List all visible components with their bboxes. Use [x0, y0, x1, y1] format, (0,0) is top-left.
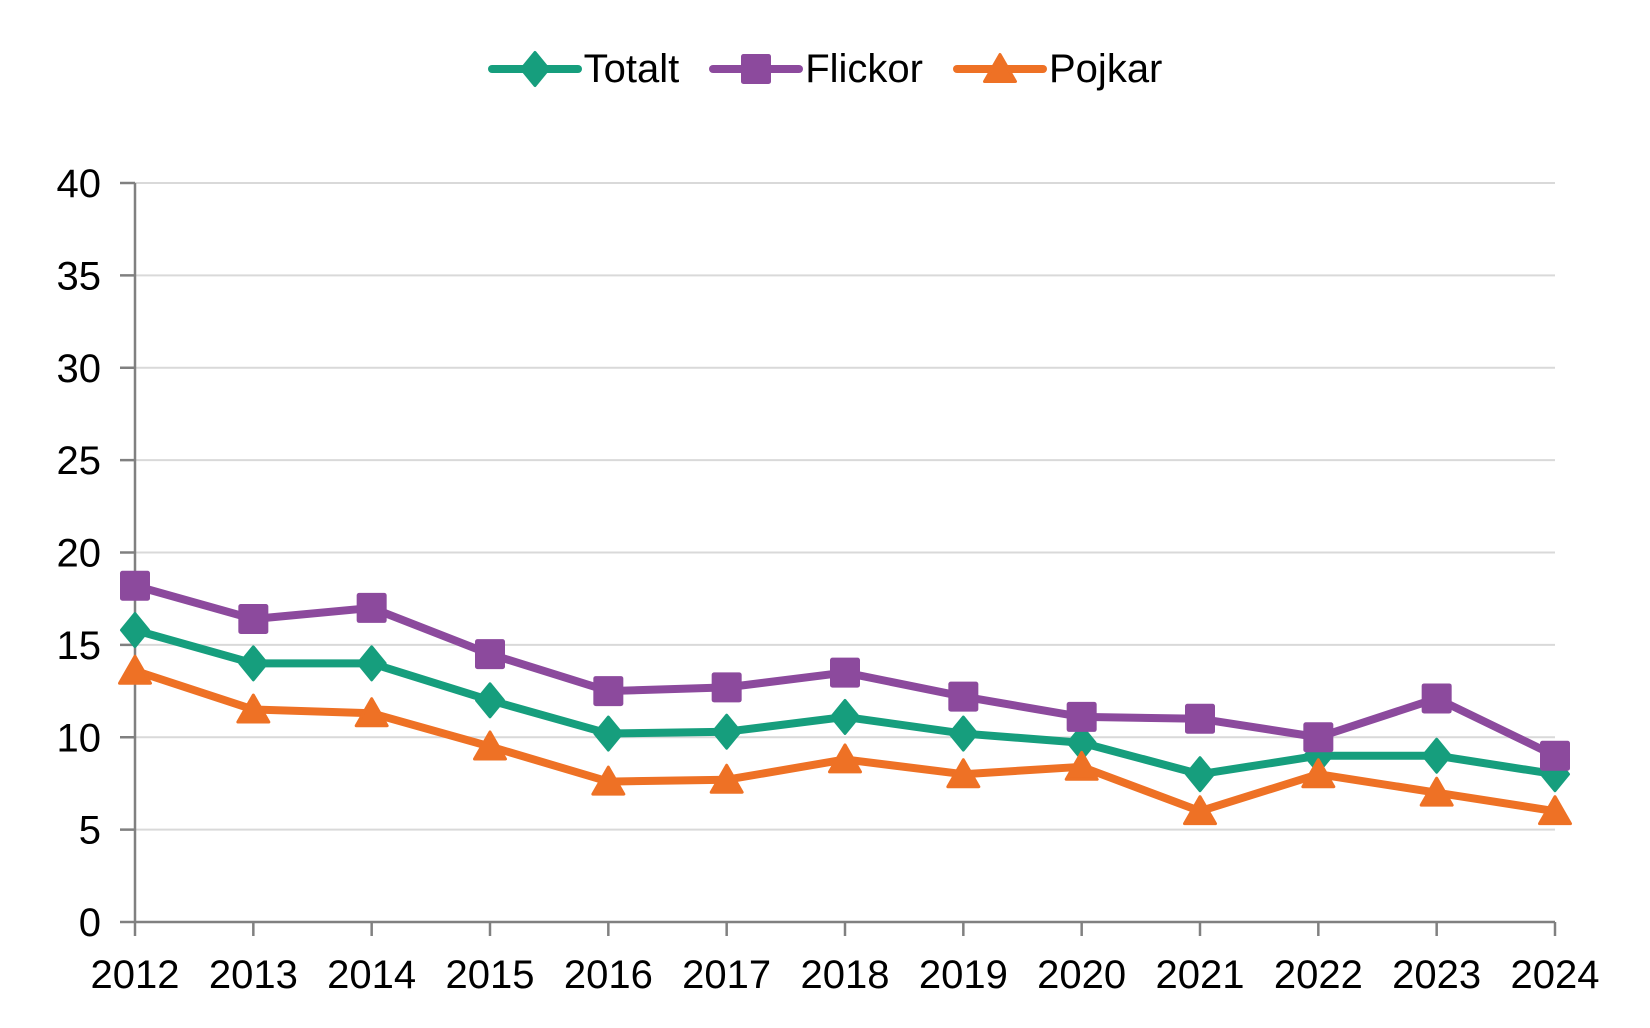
- legend-marker-totalt: [519, 51, 550, 87]
- x-axis-label-2017: 2017: [682, 953, 771, 997]
- marker-pojkar-2020: [1064, 750, 1099, 781]
- x-axis-label-2015: 2015: [446, 953, 535, 997]
- y-axis-label-20: 20: [57, 532, 102, 576]
- legend-label-pojkar: Pojkar: [1049, 47, 1163, 91]
- x-axis-label-2012: 2012: [91, 953, 180, 997]
- legend-swatch-triangle-icon: [953, 53, 1047, 83]
- legend-item-totalt: Totalt: [487, 46, 680, 92]
- x-axis-label-2020: 2020: [1037, 953, 1126, 997]
- marker-flickor-2014: [356, 592, 387, 623]
- marker-pojkar-2014: [354, 697, 389, 728]
- marker-pojkar-2021: [1183, 795, 1217, 826]
- marker-flickor-2013: [238, 604, 269, 635]
- marker-totalt-2018: [830, 698, 860, 735]
- x-axis-label-2023: 2023: [1392, 953, 1481, 997]
- marker-flickor-2021: [1185, 703, 1215, 734]
- x-axis-label-2024: 2024: [1511, 953, 1600, 997]
- marker-flickor-2012: [120, 570, 150, 601]
- x-axis-label-2016: 2016: [564, 953, 653, 997]
- marker-totalt-2014: [356, 645, 387, 682]
- marker-pojkar-2024: [1538, 795, 1572, 826]
- marker-flickor-2016: [593, 676, 624, 707]
- marker-flickor-2023: [1421, 683, 1452, 714]
- marker-flickor-2022: [1303, 722, 1334, 753]
- legend-item-pojkar: Pojkar: [953, 46, 1162, 92]
- y-axis-label-30: 30: [57, 347, 102, 391]
- marker-flickor-2019: [948, 681, 979, 712]
- y-axis-label-5: 5: [79, 809, 101, 853]
- marker-pojkar-2013: [236, 693, 271, 724]
- x-axis-label-2021: 2021: [1156, 953, 1245, 997]
- marker-pojkar-2023: [1419, 776, 1454, 807]
- legend-swatch-square-icon: [709, 54, 804, 84]
- x-axis-label-2022: 2022: [1274, 953, 1363, 997]
- legend-swatch-diamond-icon: [487, 51, 582, 87]
- marker-pojkar-2016: [591, 765, 626, 796]
- y-axis-label-40: 40: [57, 162, 102, 206]
- marker-totalt-2015: [475, 682, 505, 719]
- marker-totalt-2017: [711, 713, 742, 750]
- series-flickor: [120, 570, 1570, 771]
- marker-pojkar-2018: [828, 743, 862, 774]
- marker-pojkar-2017: [709, 763, 744, 794]
- marker-totalt-2012: [120, 612, 150, 649]
- x-axis-label-2019: 2019: [919, 953, 1008, 997]
- y-axis-label-0: 0: [79, 901, 101, 945]
- legend-label-totalt: Totalt: [583, 47, 680, 91]
- legend-marker-pojkar: [983, 53, 1017, 83]
- marker-totalt-2013: [238, 645, 269, 682]
- marker-totalt-2021: [1185, 756, 1215, 793]
- y-axis-label-10: 10: [57, 716, 102, 760]
- legend-marker-flickor: [741, 54, 772, 84]
- marker-flickor-2020: [1066, 701, 1097, 732]
- marker-pojkar-2019: [946, 758, 981, 789]
- marker-flickor-2017: [711, 672, 742, 703]
- marker-flickor-2018: [830, 657, 860, 688]
- y-axis-label-15: 15: [57, 624, 102, 668]
- marker-totalt-2019: [948, 715, 979, 752]
- marker-totalt-2016: [593, 715, 624, 752]
- marker-flickor-2024: [1540, 740, 1570, 771]
- chart-legend: Totalt Flickor Pojkar: [0, 46, 1650, 92]
- x-axis-label-2013: 2013: [209, 953, 298, 997]
- legend-label-flickor: Flickor: [805, 47, 923, 91]
- marker-flickor-2015: [475, 639, 505, 670]
- marker-pojkar-2012: [118, 654, 152, 685]
- marker-pojkar-2022: [1301, 758, 1336, 789]
- x-axis-label-2014: 2014: [327, 953, 416, 997]
- legend-item-flickor: Flickor: [709, 46, 923, 92]
- y-axis-label-25: 25: [57, 439, 102, 483]
- marker-pojkar-2015: [473, 730, 507, 761]
- x-axis-label-2018: 2018: [801, 953, 890, 997]
- series-pojkar: [118, 654, 1572, 826]
- series-line-pojkar: [131, 666, 1559, 816]
- y-axis-label-35: 35: [57, 254, 102, 298]
- marker-totalt-2023: [1421, 737, 1452, 774]
